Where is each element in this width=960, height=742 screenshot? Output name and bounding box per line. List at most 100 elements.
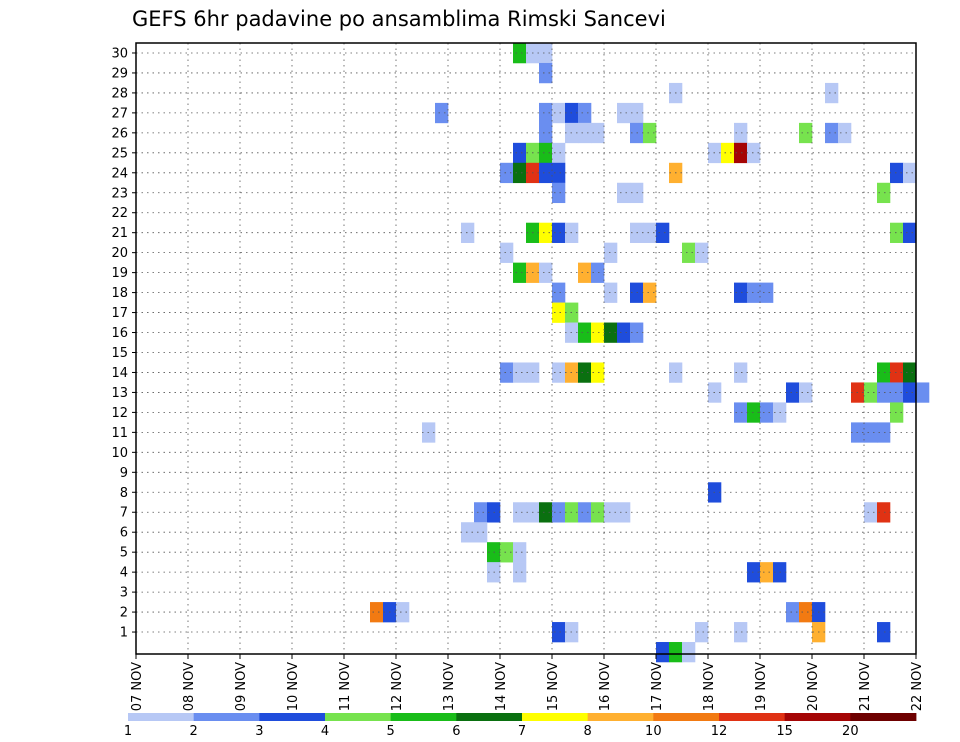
- cell: [890, 402, 904, 423]
- colorbar-label: 20: [842, 724, 859, 739]
- colorbar-segment: [128, 713, 195, 721]
- cell: [513, 362, 527, 383]
- x-tick-label: 08 NOV: [182, 662, 197, 711]
- y-tick-label: 14: [111, 366, 128, 381]
- colorbar-label: 3: [255, 724, 263, 739]
- cell: [539, 102, 553, 124]
- y-tick-label: 1: [120, 626, 128, 641]
- cell: [513, 542, 527, 563]
- cells-layer: [370, 43, 930, 663]
- x-tick-label: 11 NOV: [338, 662, 353, 711]
- cell: [552, 102, 566, 124]
- cell: [877, 362, 891, 383]
- y-tick-label: 17: [111, 306, 128, 321]
- colorbar-segment: [193, 713, 260, 721]
- cell: [877, 422, 891, 443]
- cell: [734, 402, 748, 423]
- cell: [552, 222, 566, 243]
- cell: [643, 122, 657, 144]
- y-tick-label: 25: [111, 146, 128, 161]
- y-tick-label: 4: [120, 566, 128, 581]
- colorbar-label: 1: [124, 724, 132, 739]
- cell: [513, 43, 527, 64]
- cell: [903, 362, 917, 383]
- x-tick-label: 16 NOV: [598, 662, 613, 711]
- cell: [747, 562, 761, 583]
- colorbar-label: 7: [518, 724, 526, 739]
- cell: [604, 502, 618, 523]
- cell: [890, 382, 904, 403]
- cell: [734, 282, 748, 303]
- y-tick-label: 5: [120, 546, 128, 561]
- cell: [578, 122, 592, 144]
- colorbar-segment: [719, 713, 786, 721]
- x-tick-label: 21 NOV: [858, 662, 873, 711]
- cell: [695, 242, 709, 263]
- colorbar-label: 2: [190, 724, 198, 739]
- cell: [890, 222, 904, 243]
- cell: [760, 282, 774, 303]
- x-axis: 07 NOV 08 NOV 09 NOV 10 NOV 11 NOV 12 NOV 13 N…: [130, 654, 925, 711]
- cell: [747, 402, 761, 423]
- y-axis: 1234567891011121314151617181920212223242…: [111, 46, 136, 641]
- colorbar-segment: [784, 713, 851, 721]
- cell: [682, 242, 696, 263]
- cell: [513, 502, 527, 523]
- cell: [734, 122, 748, 144]
- colorbar-segment: [456, 713, 523, 721]
- x-tick-label: 18 NOV: [702, 662, 717, 711]
- cell: [695, 622, 709, 643]
- cell: [669, 642, 683, 663]
- colorbar-label: 5: [387, 724, 395, 739]
- x-tick-label: 07 NOV: [130, 662, 145, 711]
- cell: [877, 502, 891, 523]
- colorbar-segment: [259, 713, 326, 721]
- y-tick-label: 22: [111, 206, 128, 221]
- y-tick-label: 19: [111, 266, 128, 281]
- cell: [760, 402, 774, 423]
- grid-layer: [136, 43, 916, 654]
- cell: [539, 43, 553, 64]
- cell: [890, 162, 904, 184]
- cell: [617, 322, 631, 343]
- cell: [903, 162, 917, 184]
- chart-title: GEFS 6hr padavine po ansamblima Rimski S…: [132, 7, 666, 31]
- y-tick-label: 29: [111, 66, 128, 81]
- cell: [617, 182, 631, 204]
- cell: [734, 622, 748, 643]
- cell: [578, 262, 592, 283]
- cell: [604, 242, 618, 263]
- cell: [552, 142, 566, 164]
- cell: [513, 262, 527, 283]
- cell: [656, 642, 670, 663]
- colorbar-segment: [587, 713, 654, 721]
- cell: [513, 142, 527, 164]
- cell: [552, 362, 566, 383]
- cell: [682, 642, 696, 663]
- cell: [513, 162, 527, 184]
- cell: [656, 222, 670, 243]
- cell: [643, 282, 657, 303]
- cell: [500, 542, 514, 563]
- cell: [370, 602, 384, 623]
- cell: [578, 322, 592, 343]
- colorbar-label: 4: [321, 724, 329, 739]
- colorbar-label: 12: [711, 724, 728, 739]
- cell: [864, 422, 878, 443]
- cell: [747, 282, 761, 303]
- colorbar: 1 2 3 4 5 6 7 8 10 12 15 20: [124, 713, 917, 739]
- cell: [539, 222, 553, 243]
- x-tick-label: 13 NOV: [442, 662, 457, 711]
- x-tick-label: 15 NOV: [546, 662, 561, 711]
- y-tick-label: 20: [111, 246, 128, 261]
- cell: [604, 322, 618, 343]
- x-tick-label: 12 NOV: [390, 662, 405, 711]
- y-tick-label: 13: [111, 386, 128, 401]
- colorbar-segment: [653, 713, 720, 721]
- y-tick-label: 30: [111, 46, 128, 61]
- cell: [864, 382, 878, 403]
- cell: [461, 522, 475, 543]
- y-tick-label: 28: [111, 86, 128, 101]
- cell: [786, 602, 800, 623]
- cell: [552, 162, 566, 184]
